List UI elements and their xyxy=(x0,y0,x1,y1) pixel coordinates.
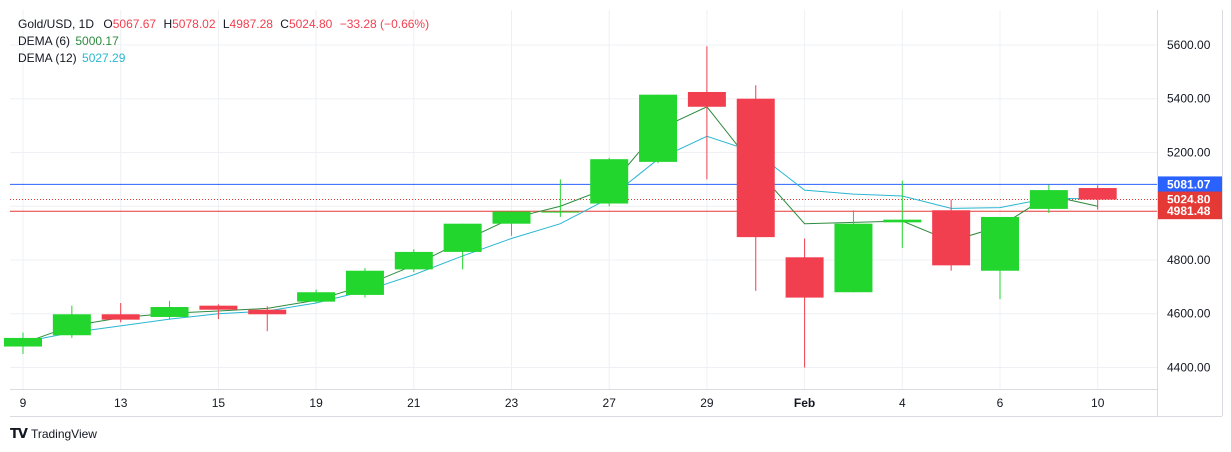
candle-body xyxy=(1078,188,1117,200)
dema12-line xyxy=(22,135,1098,343)
price-label-bg xyxy=(1158,203,1222,220)
close-value: 5024.80 xyxy=(288,17,333,31)
dema6-row[interactable]: DEMA (6) 5000.17 xyxy=(18,33,429,50)
y-tick-label: 4600.00 xyxy=(1167,307,1211,321)
x-tick-label: 21 xyxy=(407,396,421,410)
high-label: H xyxy=(163,17,173,31)
dema12-label: DEMA (12) xyxy=(18,51,77,65)
candle-body xyxy=(52,314,91,336)
price-label-bg xyxy=(1158,176,1222,193)
price-label: 5024.80 xyxy=(1167,193,1211,207)
open-value: 5067.67 xyxy=(112,17,157,31)
y-tick-label: 4400.00 xyxy=(1167,360,1211,374)
tradingview-logo[interactable]: 𝗧𝗩 TradingView xyxy=(10,426,97,442)
x-tick-label: 19 xyxy=(309,396,323,410)
candles[interactable] xyxy=(4,46,1117,368)
open-label: O xyxy=(103,17,113,31)
tradingview-logo-icon: 𝗧𝗩 xyxy=(10,426,28,441)
candle-body xyxy=(345,270,384,295)
candle-body xyxy=(541,211,580,213)
x-tick-label: 13 xyxy=(114,396,128,410)
candle-body xyxy=(4,337,42,347)
price-label: 5081.07 xyxy=(1167,177,1211,191)
candle-body xyxy=(101,314,140,320)
x-tick-label: 10 xyxy=(1091,396,1105,410)
change-value: −33.28 (−0.66%) xyxy=(339,17,430,31)
candle-body xyxy=(590,159,629,204)
x-tick-label: 4 xyxy=(899,396,906,410)
ohlc-row: Gold/USD, 1D O5067.67 H5078.02 L4987.28 … xyxy=(18,16,429,33)
y-tick-label: 5600.00 xyxy=(1167,38,1211,52)
price-label: 4981.48 xyxy=(1167,204,1211,218)
low-value: 4987.28 xyxy=(229,17,273,31)
candle-body xyxy=(932,210,971,266)
x-tick-label: 15 xyxy=(212,396,226,410)
candle-body xyxy=(981,216,1019,271)
candle-body xyxy=(687,91,726,107)
candle-body xyxy=(736,98,775,238)
candle-body xyxy=(1029,190,1068,209)
x-tick-label: 9 xyxy=(20,396,27,410)
y-tick-label: 5200.00 xyxy=(1167,145,1211,159)
chart-legend: Gold/USD, 1D O5067.67 H5078.02 L4987.28 … xyxy=(18,16,429,67)
x-axis-ticks: 9 13 15 19 21 23 27 29 Feb 4 6 10 xyxy=(20,396,1105,410)
dema12-series xyxy=(22,135,1098,343)
close-label: C xyxy=(280,17,289,31)
candle-body xyxy=(834,223,873,293)
candle-body xyxy=(248,309,287,315)
dema6-label: DEMA (6) xyxy=(18,34,71,48)
symbol-label[interactable]: Gold/USD, 1D xyxy=(18,17,95,31)
candle-body xyxy=(394,251,433,270)
x-tick-label: Feb xyxy=(794,396,815,410)
tradingview-brand-text: TradingView xyxy=(30,427,97,441)
high-value: 5078.02 xyxy=(172,17,216,31)
candle-body xyxy=(297,292,336,302)
dema6-value: 5000.17 xyxy=(75,34,119,48)
x-tick-label: 29 xyxy=(700,396,714,410)
candle-body xyxy=(443,223,482,252)
y-tick-label: 4800.00 xyxy=(1167,253,1211,267)
candle-body xyxy=(492,211,531,224)
dema12-row[interactable]: DEMA (12) 5027.29 xyxy=(18,50,429,67)
x-tick-label: 23 xyxy=(505,396,519,410)
low-label: L xyxy=(222,17,230,31)
x-tick-label: 6 xyxy=(997,396,1004,410)
axes xyxy=(10,10,1223,417)
x-tick-label: 27 xyxy=(603,396,617,410)
candle-body xyxy=(199,305,238,310)
candle-body xyxy=(883,219,922,223)
candle-body xyxy=(785,257,824,298)
candle-body xyxy=(639,94,678,162)
candle-body xyxy=(150,307,189,317)
dema12-value: 5027.29 xyxy=(82,51,126,65)
y-tick-label: 5400.00 xyxy=(1167,92,1211,106)
